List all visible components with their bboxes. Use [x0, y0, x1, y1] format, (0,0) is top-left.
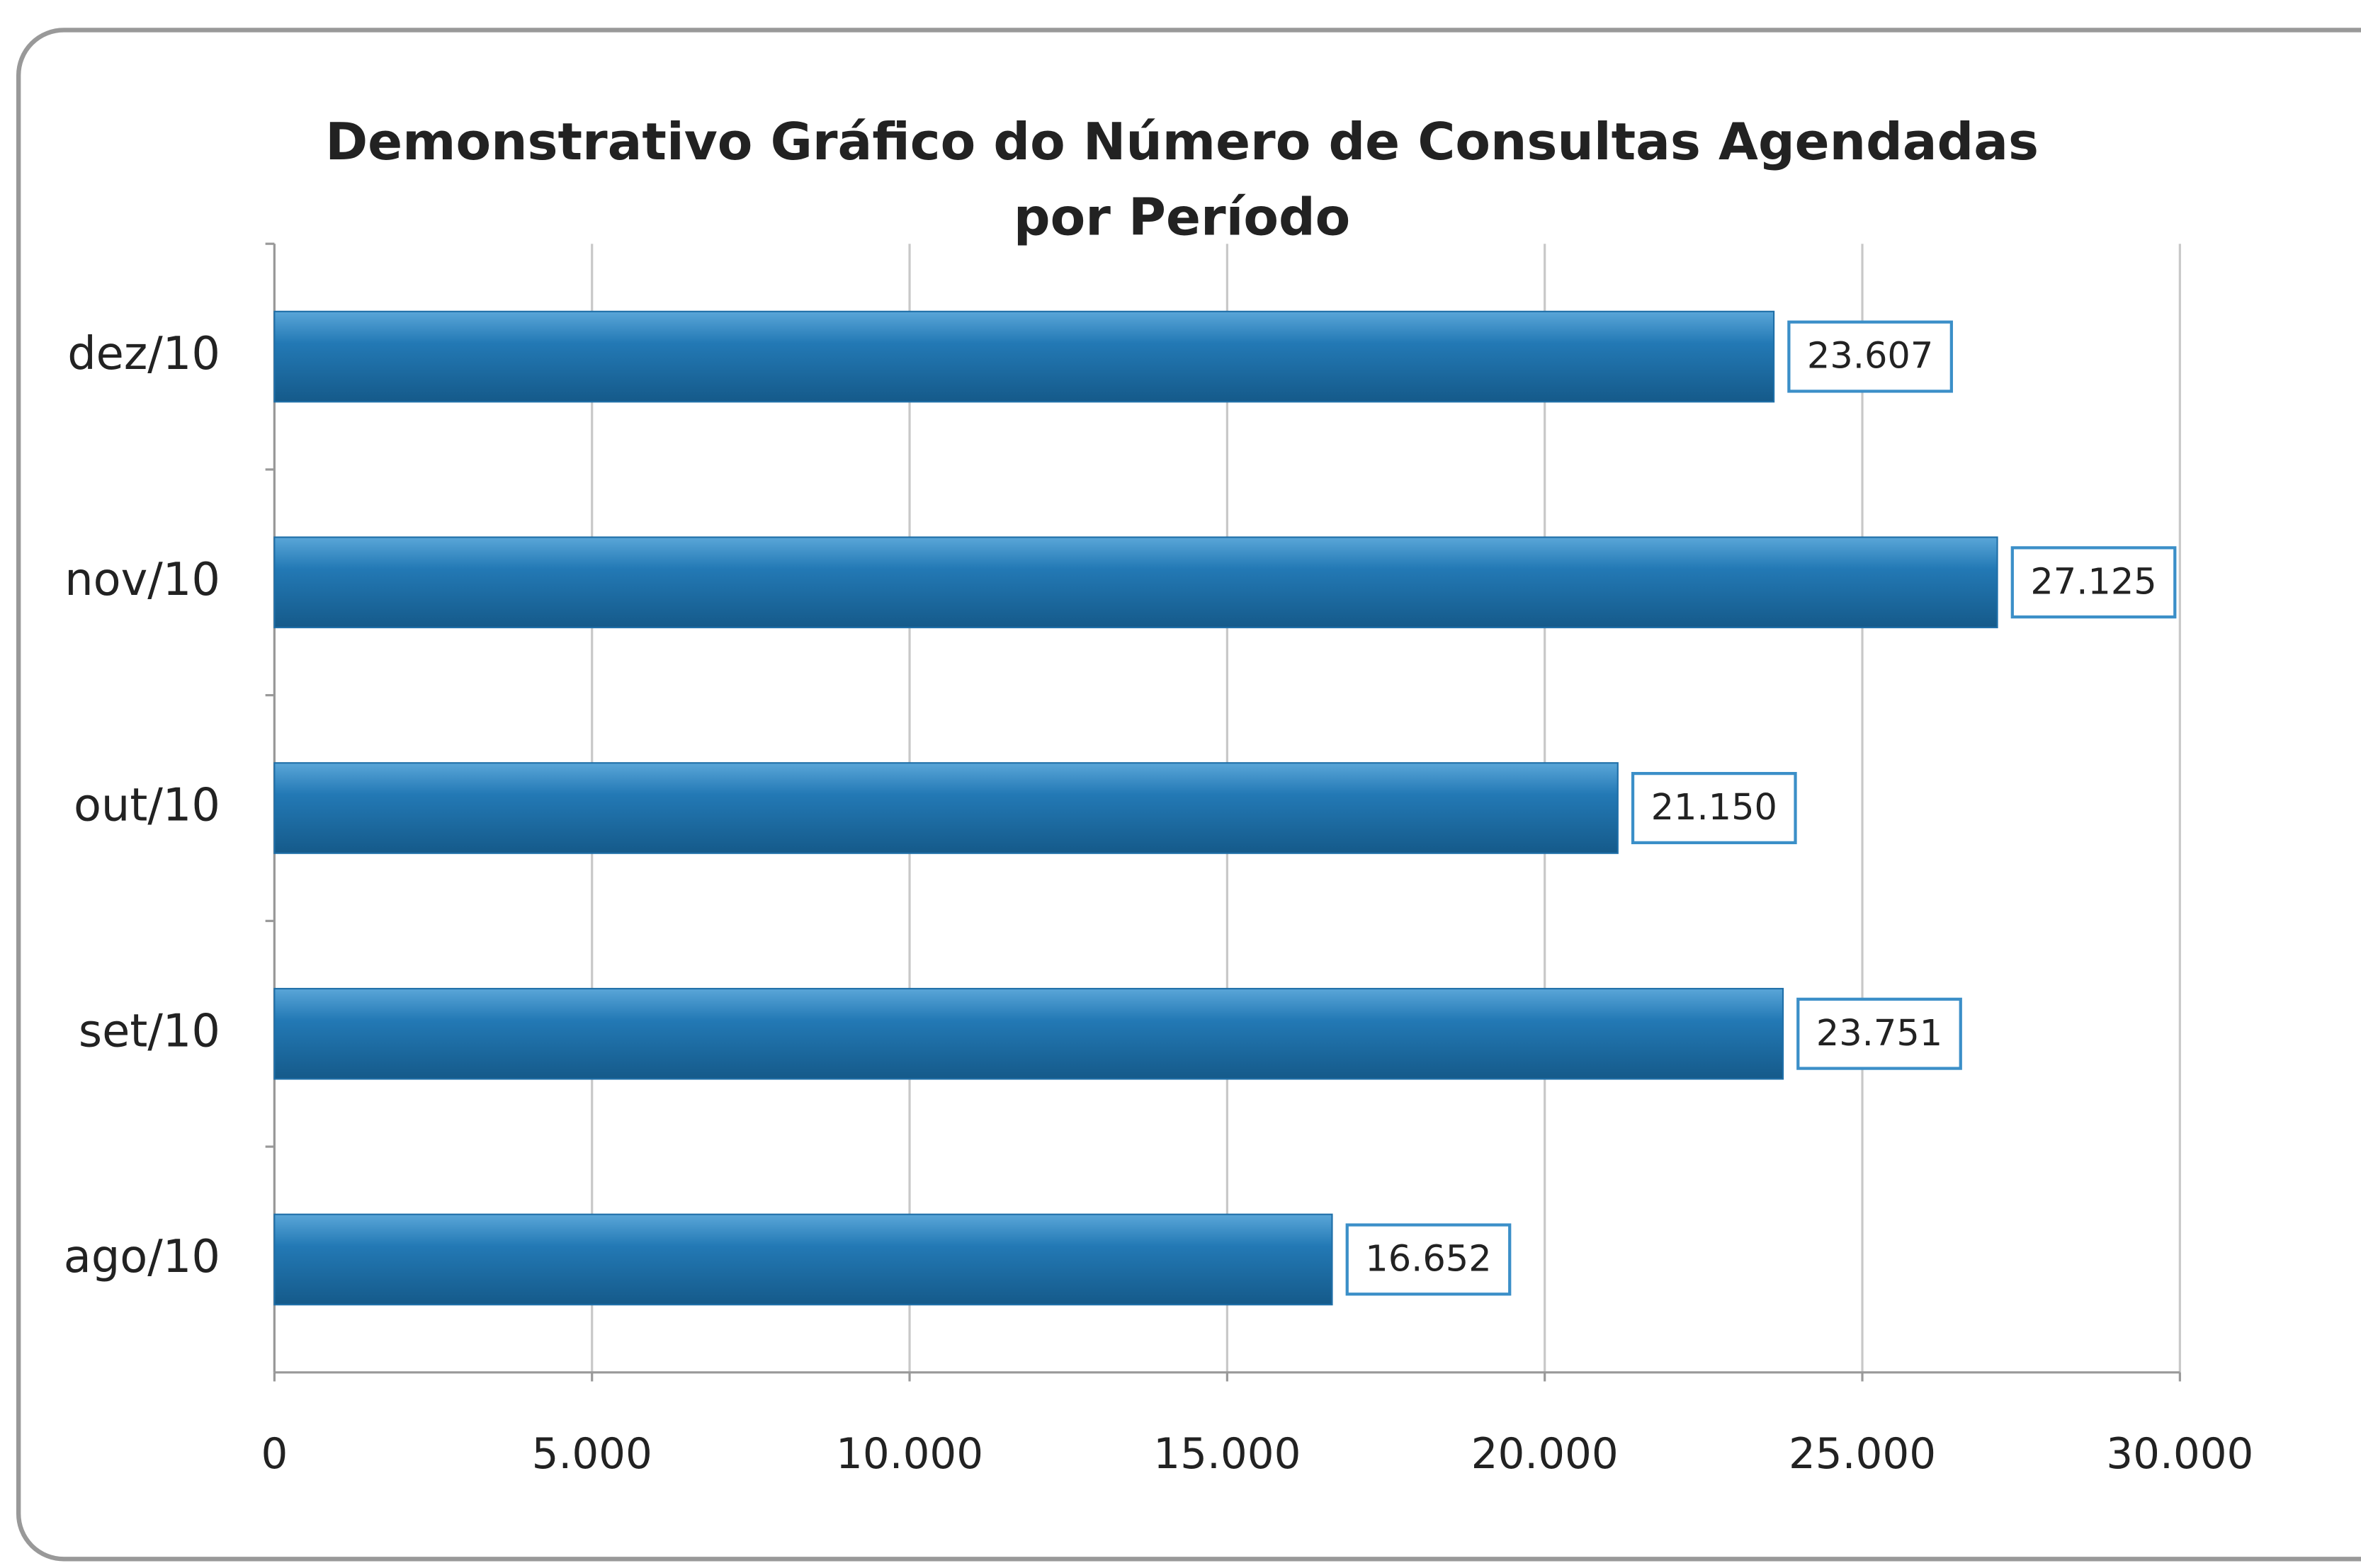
- x-tick-label: 0: [261, 1430, 288, 1479]
- value-label: 23.607: [1807, 336, 1933, 377]
- y-tick-label: set/10: [79, 1005, 220, 1057]
- value-label-box: [2010, 546, 2177, 619]
- x-tick-label: 20.000: [1471, 1430, 1619, 1479]
- x-tick-label: 10.000: [836, 1430, 983, 1479]
- title-box: Demonstrativo Gráfico do Número de Consu…: [325, 113, 2039, 249]
- bar: [273, 1213, 1333, 1306]
- value-label-box: [1787, 320, 1953, 393]
- x-tick-label: 15.000: [1153, 1430, 1301, 1479]
- y-tick-label: ago/10: [64, 1231, 220, 1283]
- value-label-box: [1631, 772, 1797, 844]
- value-label-box: [1345, 1223, 1512, 1296]
- bar: [273, 987, 1784, 1080]
- value-label-box: [1796, 997, 1962, 1070]
- x-tick-label: 30.000: [2106, 1430, 2253, 1479]
- x-tick-label: 5.000: [532, 1430, 652, 1479]
- value-label: 23.751: [1816, 1013, 1942, 1055]
- value-label: 27.125: [2030, 561, 2156, 603]
- bar: [273, 310, 1775, 403]
- chart-title: Demonstrativo Gráfico do Número de Consu…: [325, 113, 2039, 249]
- value-label: 16.652: [1365, 1239, 1491, 1280]
- value-label: 21.150: [1651, 787, 1777, 829]
- y-tick-label: out/10: [74, 780, 220, 832]
- y-tick-label: dez/10: [67, 328, 220, 380]
- x-tick-label: 25.000: [1789, 1430, 1936, 1479]
- bar: [273, 762, 1619, 854]
- bar: [273, 536, 1998, 629]
- y-tick-label: nov/10: [64, 554, 220, 606]
